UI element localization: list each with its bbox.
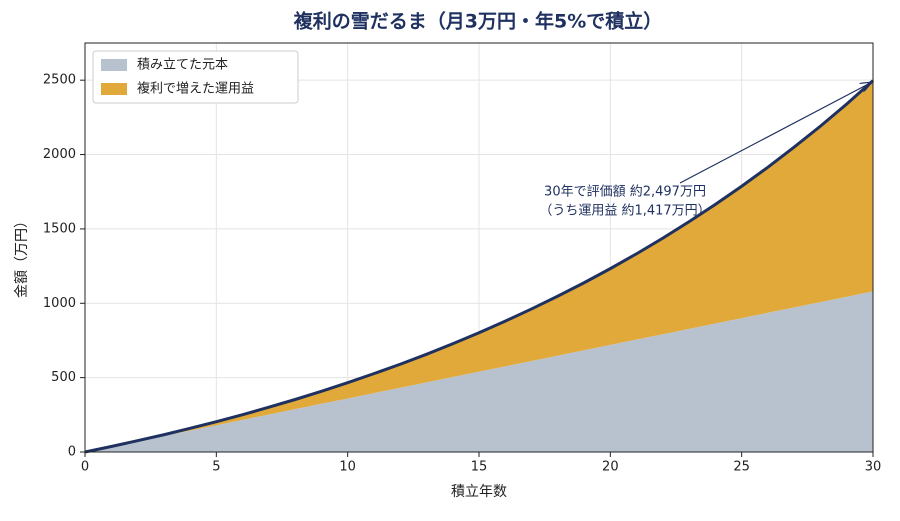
legend-label: 積み立てた元本: [137, 58, 228, 73]
x-tick-label: 10: [339, 460, 356, 475]
x-tick-label: 25: [733, 460, 750, 475]
x-tick-label: 5: [212, 460, 220, 475]
y-tick-label: 2500: [43, 73, 76, 88]
y-tick-label: 1000: [43, 296, 76, 311]
x-tick-label: 20: [602, 460, 619, 475]
y-tick-label: 1500: [43, 221, 76, 236]
legend-frame: [92, 50, 299, 104]
annotation: （うち運用益 約1,417万円）: [539, 204, 710, 219]
annotation: 30年で評価額 約2,497万円: [544, 185, 706, 200]
legend-label: 複利で増えた運用益: [137, 81, 254, 97]
legend-swatch: [101, 83, 127, 95]
y-tick-label: 500: [51, 370, 76, 385]
x-tick-label: 15: [471, 460, 488, 475]
x-tick-label: 30: [865, 460, 882, 475]
area: [85, 80, 873, 453]
legend-swatch: [101, 59, 127, 71]
y-tick-label: 0: [68, 445, 76, 460]
y-axis-label: 金額（万円）: [14, 214, 30, 298]
plot-frame: [84, 42, 874, 453]
x-tick-label: 0: [81, 460, 89, 475]
y-tick-label: 2000: [43, 147, 76, 162]
chart-title: 複利の雪だるま（月3万円・年5%で積立）: [293, 10, 662, 33]
annotation-arrow: [679, 83, 871, 184]
x-axis-label: 積立年数: [451, 484, 507, 500]
total-line: [84, 79, 874, 454]
